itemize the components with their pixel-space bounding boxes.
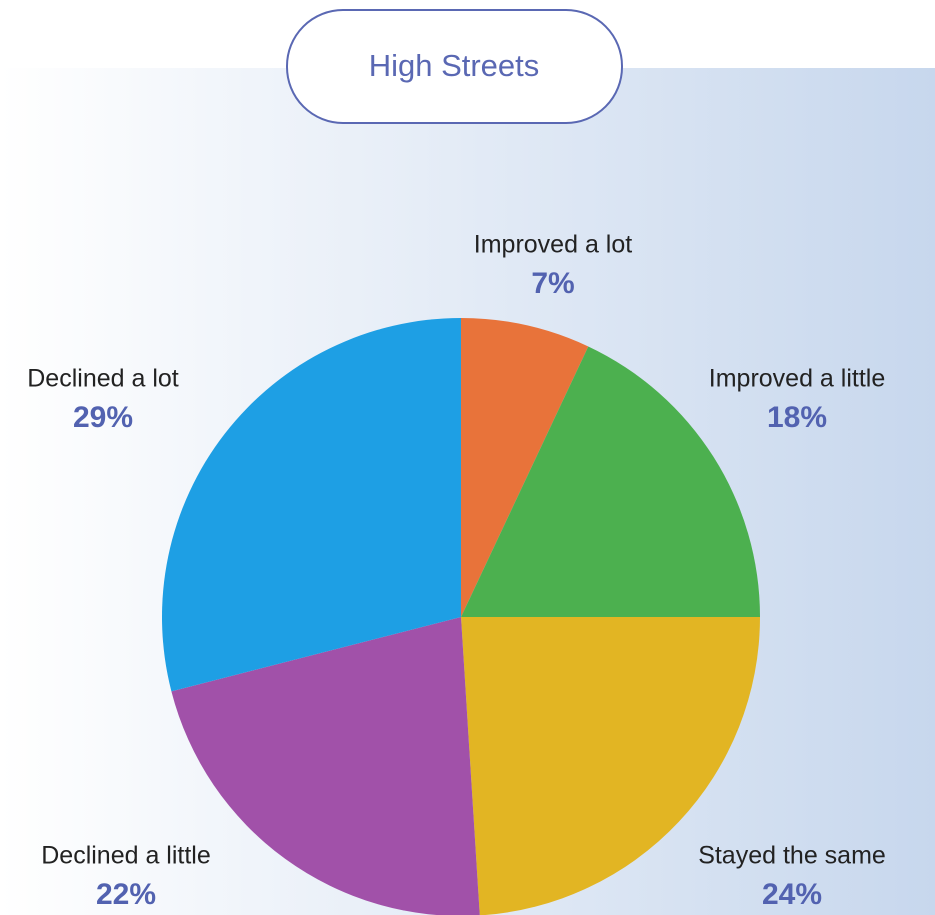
slice-value-label: 18%	[767, 401, 827, 434]
slice-value-label: 7%	[531, 267, 574, 300]
slice-value-label: 24%	[762, 878, 822, 911]
pie	[162, 318, 760, 915]
slice-label: Improved a lot	[474, 231, 632, 259]
slice-label: Stayed the same	[698, 842, 886, 870]
slice-label: Declined a lot	[27, 365, 179, 393]
slice-label: Declined a little	[41, 842, 211, 870]
chart-title: High Streets	[369, 48, 540, 83]
slice-value-label: 29%	[73, 401, 133, 434]
slice-value-label: 22%	[96, 878, 156, 911]
slice-label: Improved a little	[709, 365, 885, 393]
chart: High Streets Improved a lot 7% Improved a …	[0, 0, 935, 915]
